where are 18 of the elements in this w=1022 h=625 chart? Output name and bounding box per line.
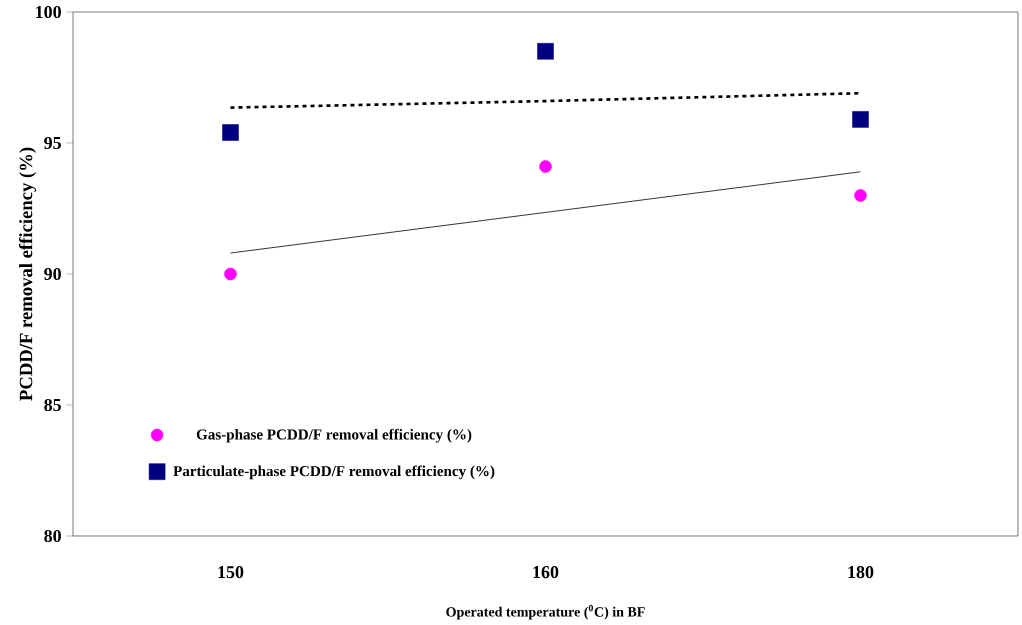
point — [852, 111, 869, 128]
legend-label: Gas-phase PCDD/F removal efficiency (%) — [196, 428, 472, 443]
x-axis-title: Operated temperature ($^{0}$C) in BF — [446, 604, 645, 620]
point — [537, 43, 554, 60]
y-tick-label: 95 — [44, 136, 61, 150]
y-tick-label: 80 — [44, 529, 61, 543]
legend-label: Particulate-phase PCDD/F removal efficiency (%) — [173, 465, 495, 480]
x-tick-label: 150 — [218, 566, 244, 579]
point — [539, 160, 552, 173]
point — [224, 267, 237, 281]
y-tick-label: 100 — [36, 5, 61, 19]
point — [854, 189, 867, 202]
y-axis-title: PCDD/F removal efficiency (%) — [18, 147, 37, 401]
point — [222, 124, 239, 141]
y-tick-label: 90 — [44, 267, 61, 281]
x-tick-label: 180 — [848, 566, 874, 579]
y-tick-label: 85 — [44, 398, 61, 412]
x-tick-label: 160 — [533, 566, 559, 579]
